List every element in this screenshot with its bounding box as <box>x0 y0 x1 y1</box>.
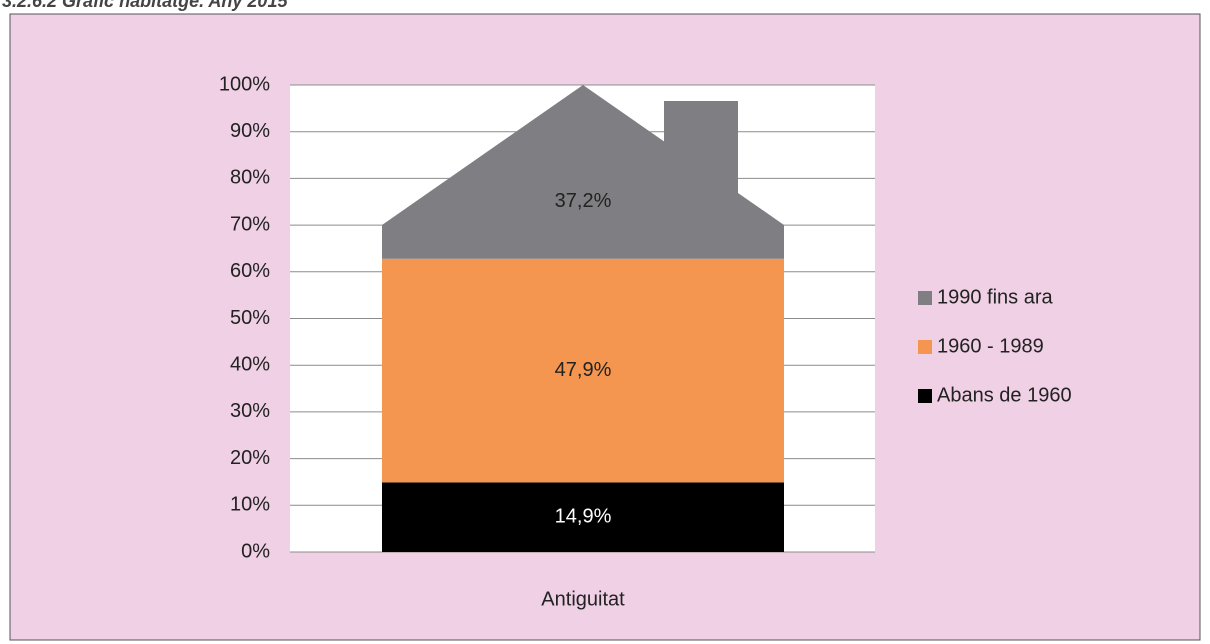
legend-label: 1990 fins ara <box>937 286 1054 308</box>
y-tick-label: 80% <box>230 167 270 189</box>
y-tick-label: 10% <box>230 494 270 516</box>
y-tick-label: 70% <box>230 213 270 235</box>
chart-title: 3.2.6.2 Gràfic habitatge. Any 2015 <box>2 0 288 11</box>
y-tick-label: 0% <box>241 540 270 562</box>
y-tick-label: 30% <box>230 400 270 422</box>
legend-swatch <box>918 389 932 403</box>
y-tick-label: 50% <box>230 307 270 329</box>
y-tick-label: 60% <box>230 260 270 282</box>
x-tick-label: Antiguitat <box>541 588 625 610</box>
bar-segment <box>382 258 784 483</box>
y-tick-label: 100% <box>219 73 270 95</box>
value-label: 14,9% <box>555 505 612 527</box>
bar-segment <box>382 85 784 259</box>
legend-label: 1960 - 1989 <box>937 335 1044 357</box>
y-tick-label: 40% <box>230 353 270 375</box>
legend-swatch <box>918 291 932 305</box>
legend-label: Abans de 1960 <box>937 384 1072 406</box>
value-label: 47,9% <box>555 359 612 381</box>
legend-swatch <box>918 340 932 354</box>
y-tick-label: 20% <box>230 447 270 469</box>
bar-segment <box>382 482 784 552</box>
value-label: 37,2% <box>555 190 612 212</box>
y-tick-label: 90% <box>230 120 270 142</box>
